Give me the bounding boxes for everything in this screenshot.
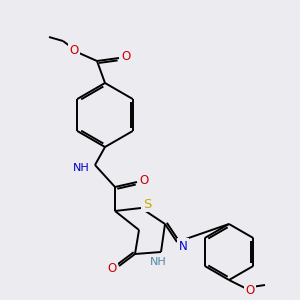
Text: O: O bbox=[122, 50, 130, 64]
Text: O: O bbox=[140, 173, 148, 187]
Text: NH: NH bbox=[73, 163, 89, 173]
Text: O: O bbox=[69, 44, 79, 58]
Text: O: O bbox=[107, 262, 117, 275]
Text: N: N bbox=[178, 239, 188, 253]
Text: O: O bbox=[245, 284, 255, 296]
Text: S: S bbox=[143, 197, 151, 211]
Text: NH: NH bbox=[150, 257, 166, 267]
